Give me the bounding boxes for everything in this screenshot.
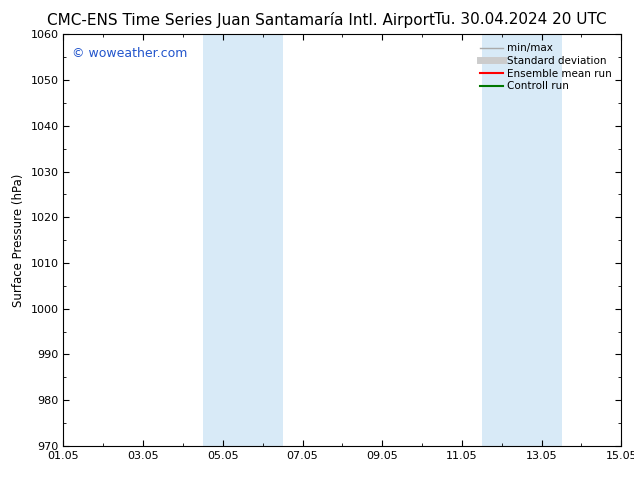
- Text: CMC-ENS Time Series Juan Santamaría Intl. Airport: CMC-ENS Time Series Juan Santamaría Intl…: [47, 12, 435, 28]
- Legend: min/max, Standard deviation, Ensemble mean run, Controll run: min/max, Standard deviation, Ensemble me…: [477, 40, 615, 95]
- Text: Tu. 30.04.2024 20 UTC: Tu. 30.04.2024 20 UTC: [434, 12, 606, 27]
- Y-axis label: Surface Pressure (hPa): Surface Pressure (hPa): [12, 173, 25, 307]
- Text: © woweather.com: © woweather.com: [72, 47, 187, 60]
- Bar: [203, 34, 283, 446]
- Bar: [482, 34, 562, 446]
